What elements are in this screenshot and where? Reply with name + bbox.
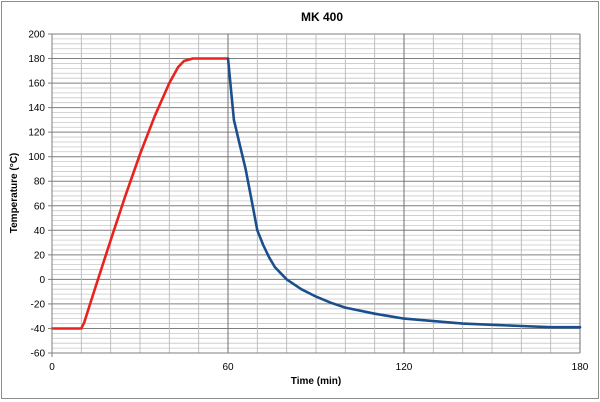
x-tick-label: 60 [222,362,234,373]
y-tick-label: 200 [28,30,45,41]
y-tick-label: 0 [39,275,45,286]
y-tick-label: -40 [31,324,46,335]
y-tick-label: 140 [28,103,45,114]
y-tick-label: -60 [31,349,46,360]
y-tick-label: 40 [34,226,46,237]
y-tick-label: -20 [31,299,46,310]
y-tick-label: 80 [34,177,46,188]
y-tick-label: 20 [34,250,46,261]
y-tick-label: 160 [28,79,45,90]
y-axis-label: Temperature (°C) [9,153,20,234]
x-tick-label: 120 [396,362,413,373]
series-lines [50,57,582,330]
series-line-heating [50,57,230,330]
x-axis-label: Time (min) [291,376,341,387]
y-tick-label: 180 [28,54,45,65]
series-line-cooling [226,57,582,329]
x-tick-label: 0 [49,362,55,373]
grid [51,33,581,354]
y-tick-label: 60 [34,201,46,212]
chart-title: MK 400 [301,10,343,24]
x-tick-label: 180 [572,362,589,373]
y-tick-label: 120 [28,128,45,139]
y-tick-label: 100 [28,152,45,163]
